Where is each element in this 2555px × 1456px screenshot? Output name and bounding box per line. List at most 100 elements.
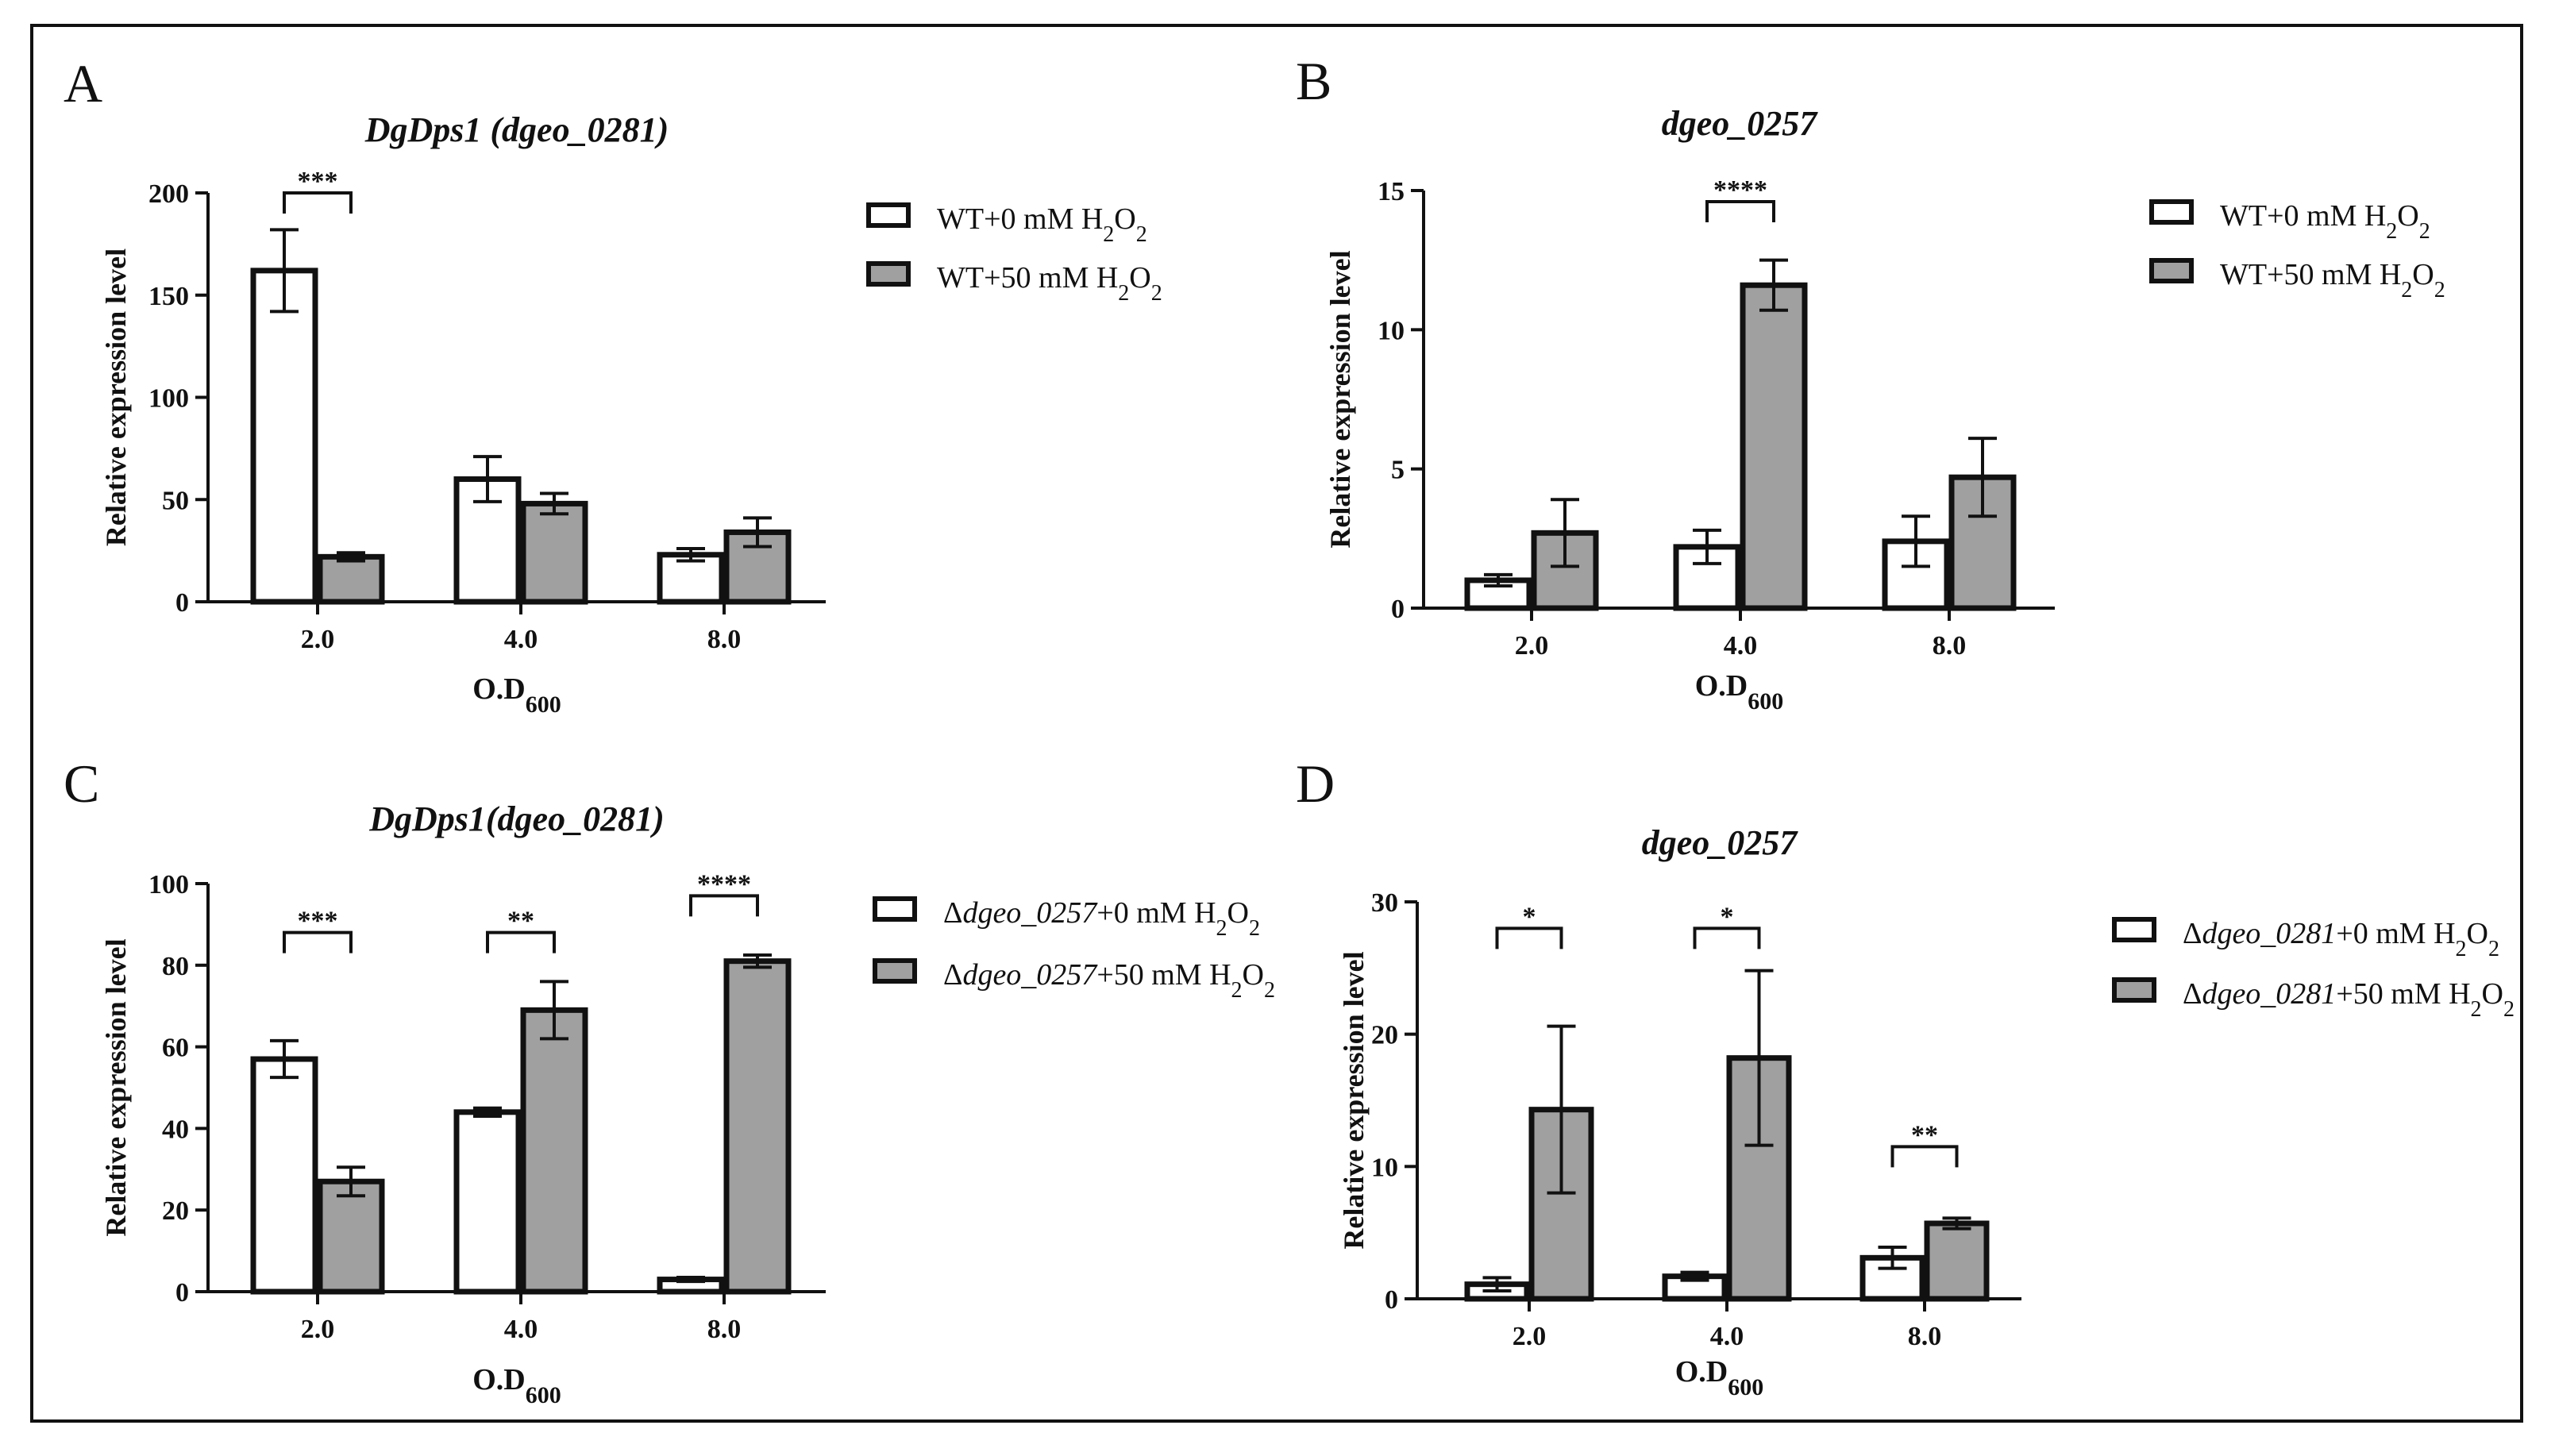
legend-label-part: O bbox=[2412, 258, 2434, 291]
y-tick-label: 40 bbox=[162, 1115, 189, 1144]
bar-A-s0-2.0 bbox=[250, 268, 318, 605]
bar-C-s1-2.0 bbox=[317, 1178, 385, 1295]
y-tick-label: 100 bbox=[148, 384, 189, 414]
x-axis-label: O.D600 bbox=[1675, 1355, 1764, 1400]
chart-title: dgeo_0257 bbox=[1642, 823, 1799, 862]
figure-frame bbox=[30, 24, 2523, 1423]
x-tick-label: 2.0 bbox=[1513, 1322, 1547, 1351]
panel-letter: B bbox=[1296, 51, 1331, 111]
significance-bracket bbox=[1705, 200, 1775, 223]
chart-title: DgDps1(dgeo_0281) bbox=[368, 799, 665, 838]
legend-label-part: 2 bbox=[2456, 937, 2467, 961]
legend-label-part: Δ bbox=[2183, 977, 2202, 1011]
legend-label-part: 2 bbox=[1249, 916, 1260, 941]
legend-label: Δdgeo_0257+0 mM H2O2 bbox=[943, 896, 1260, 941]
bar-D-s1-4.0 bbox=[1726, 1055, 1792, 1302]
significance-bracket bbox=[283, 191, 353, 214]
legend-label-part: 2 bbox=[1231, 978, 1243, 1003]
y-tick-label: 30 bbox=[1371, 888, 1398, 918]
x-tick-label: 2.0 bbox=[301, 625, 335, 654]
legend-label-part: +50 mM H bbox=[1096, 958, 1231, 992]
legend-label-part: 2 bbox=[1136, 222, 1147, 247]
legend-label: WT+0 mM H2O2 bbox=[937, 202, 1147, 247]
legend-label-part: dgeo_0257 bbox=[962, 958, 1098, 992]
legend-label-part: 2 bbox=[1151, 281, 1162, 306]
significance-bracket bbox=[1495, 926, 1563, 949]
y-tick-label: 0 bbox=[1391, 595, 1405, 624]
bar-C-s1-8.0 bbox=[723, 958, 792, 1295]
significance-label: * bbox=[1721, 902, 1734, 931]
bar-C-s0-4.0 bbox=[453, 1109, 522, 1295]
significance-label: *** bbox=[298, 167, 338, 196]
legend-label-part: 2 bbox=[2471, 997, 2482, 1022]
y-axis-label: Relative expression level bbox=[1338, 951, 1370, 1249]
x-axis-label-main: O.D bbox=[1695, 669, 1748, 703]
legend-label-part: Δ bbox=[943, 958, 962, 992]
y-tick-label: 5 bbox=[1391, 456, 1405, 485]
x-tick-label: 4.0 bbox=[504, 1315, 538, 1344]
legend-label-part: 2 bbox=[2434, 278, 2445, 302]
legend-label-part: 2 bbox=[2488, 937, 2499, 961]
legend-label-part: 2 bbox=[2503, 997, 2515, 1022]
legend-swatch bbox=[2112, 917, 2156, 942]
x-axis-label-sub: 600 bbox=[1748, 688, 1783, 715]
y-tick-label: 15 bbox=[1378, 177, 1405, 206]
x-tick-label: 4.0 bbox=[504, 625, 538, 654]
legend-label-part: WT+50 mM H bbox=[937, 261, 1118, 295]
x-tick-label: 2.0 bbox=[301, 1315, 335, 1344]
significance-bracket bbox=[689, 894, 759, 917]
legend-label-part: 2 bbox=[2386, 219, 2397, 244]
panel-letter: D bbox=[1296, 753, 1335, 814]
legend-label-part: +0 mM H bbox=[1096, 896, 1216, 930]
significance-label: **** bbox=[1713, 175, 1767, 205]
y-axis-label: Relative expression level bbox=[100, 938, 132, 1236]
chart-title: dgeo_0257 bbox=[1662, 104, 1819, 143]
x-axis-label-main: O.D bbox=[1675, 1355, 1728, 1389]
legend-label-part: WT+0 mM H bbox=[937, 202, 1103, 236]
bar-C-s1-4.0 bbox=[520, 1007, 588, 1295]
x-tick-label: 8.0 bbox=[707, 625, 742, 654]
legend-label-part: O bbox=[2467, 917, 2488, 950]
x-tick-label: 8.0 bbox=[1933, 631, 1967, 661]
bar-B-s1-4.0 bbox=[1740, 282, 1808, 611]
legend-label-part: dgeo_0257 bbox=[962, 896, 1098, 930]
significance-bracket bbox=[1693, 926, 1761, 949]
y-tick-label: 60 bbox=[162, 1034, 189, 1063]
bar-A-s0-8.0 bbox=[657, 552, 725, 605]
bar-A-s1-4.0 bbox=[520, 500, 588, 605]
y-tick-label: 50 bbox=[162, 486, 189, 515]
legend-label-part: O bbox=[2482, 977, 2503, 1011]
y-tick-label: 0 bbox=[175, 1278, 189, 1308]
legend-label-part: O bbox=[2397, 199, 2418, 233]
legend-label-part: WT+0 mM H bbox=[2220, 199, 2386, 233]
legend-swatch bbox=[2112, 977, 2156, 1003]
x-tick-label: 2.0 bbox=[1515, 631, 1549, 661]
legend-label-part: 2 bbox=[2419, 219, 2430, 244]
bar-A-s1-2.0 bbox=[317, 553, 385, 605]
legend-swatch bbox=[873, 896, 917, 922]
legend-label-part: O bbox=[1227, 896, 1249, 930]
y-tick-label: 20 bbox=[1371, 1021, 1398, 1050]
legend-label: WT+50 mM H2O2 bbox=[2220, 258, 2445, 302]
legend-label-part: dgeo_0281 bbox=[2202, 977, 2336, 1011]
legend-label-part: Δ bbox=[2183, 917, 2202, 950]
legend-label-part: +0 mM H bbox=[2336, 917, 2455, 950]
x-axis-label-main: O.D bbox=[472, 672, 526, 706]
legend-swatch bbox=[866, 261, 911, 287]
x-axis-label-sub: 600 bbox=[526, 1382, 561, 1408]
x-tick-label: 8.0 bbox=[1908, 1322, 1942, 1351]
x-axis-label: O.D600 bbox=[472, 1363, 561, 1408]
y-tick-label: 20 bbox=[162, 1196, 189, 1226]
x-axis-label: O.D600 bbox=[1695, 669, 1784, 715]
legend-swatch bbox=[873, 958, 917, 984]
legend-label-part: O bbox=[1114, 202, 1135, 236]
y-tick-label: 100 bbox=[148, 870, 189, 899]
legend-swatch bbox=[2149, 199, 2194, 225]
bar-D-s1-8.0 bbox=[1924, 1220, 1990, 1302]
bar-C-s0-2.0 bbox=[250, 1056, 318, 1295]
y-tick-label: 0 bbox=[1385, 1285, 1398, 1315]
legend-label: Δdgeo_0281+50 mM H2O2 bbox=[2183, 977, 2515, 1022]
legend-swatch bbox=[2149, 258, 2194, 283]
